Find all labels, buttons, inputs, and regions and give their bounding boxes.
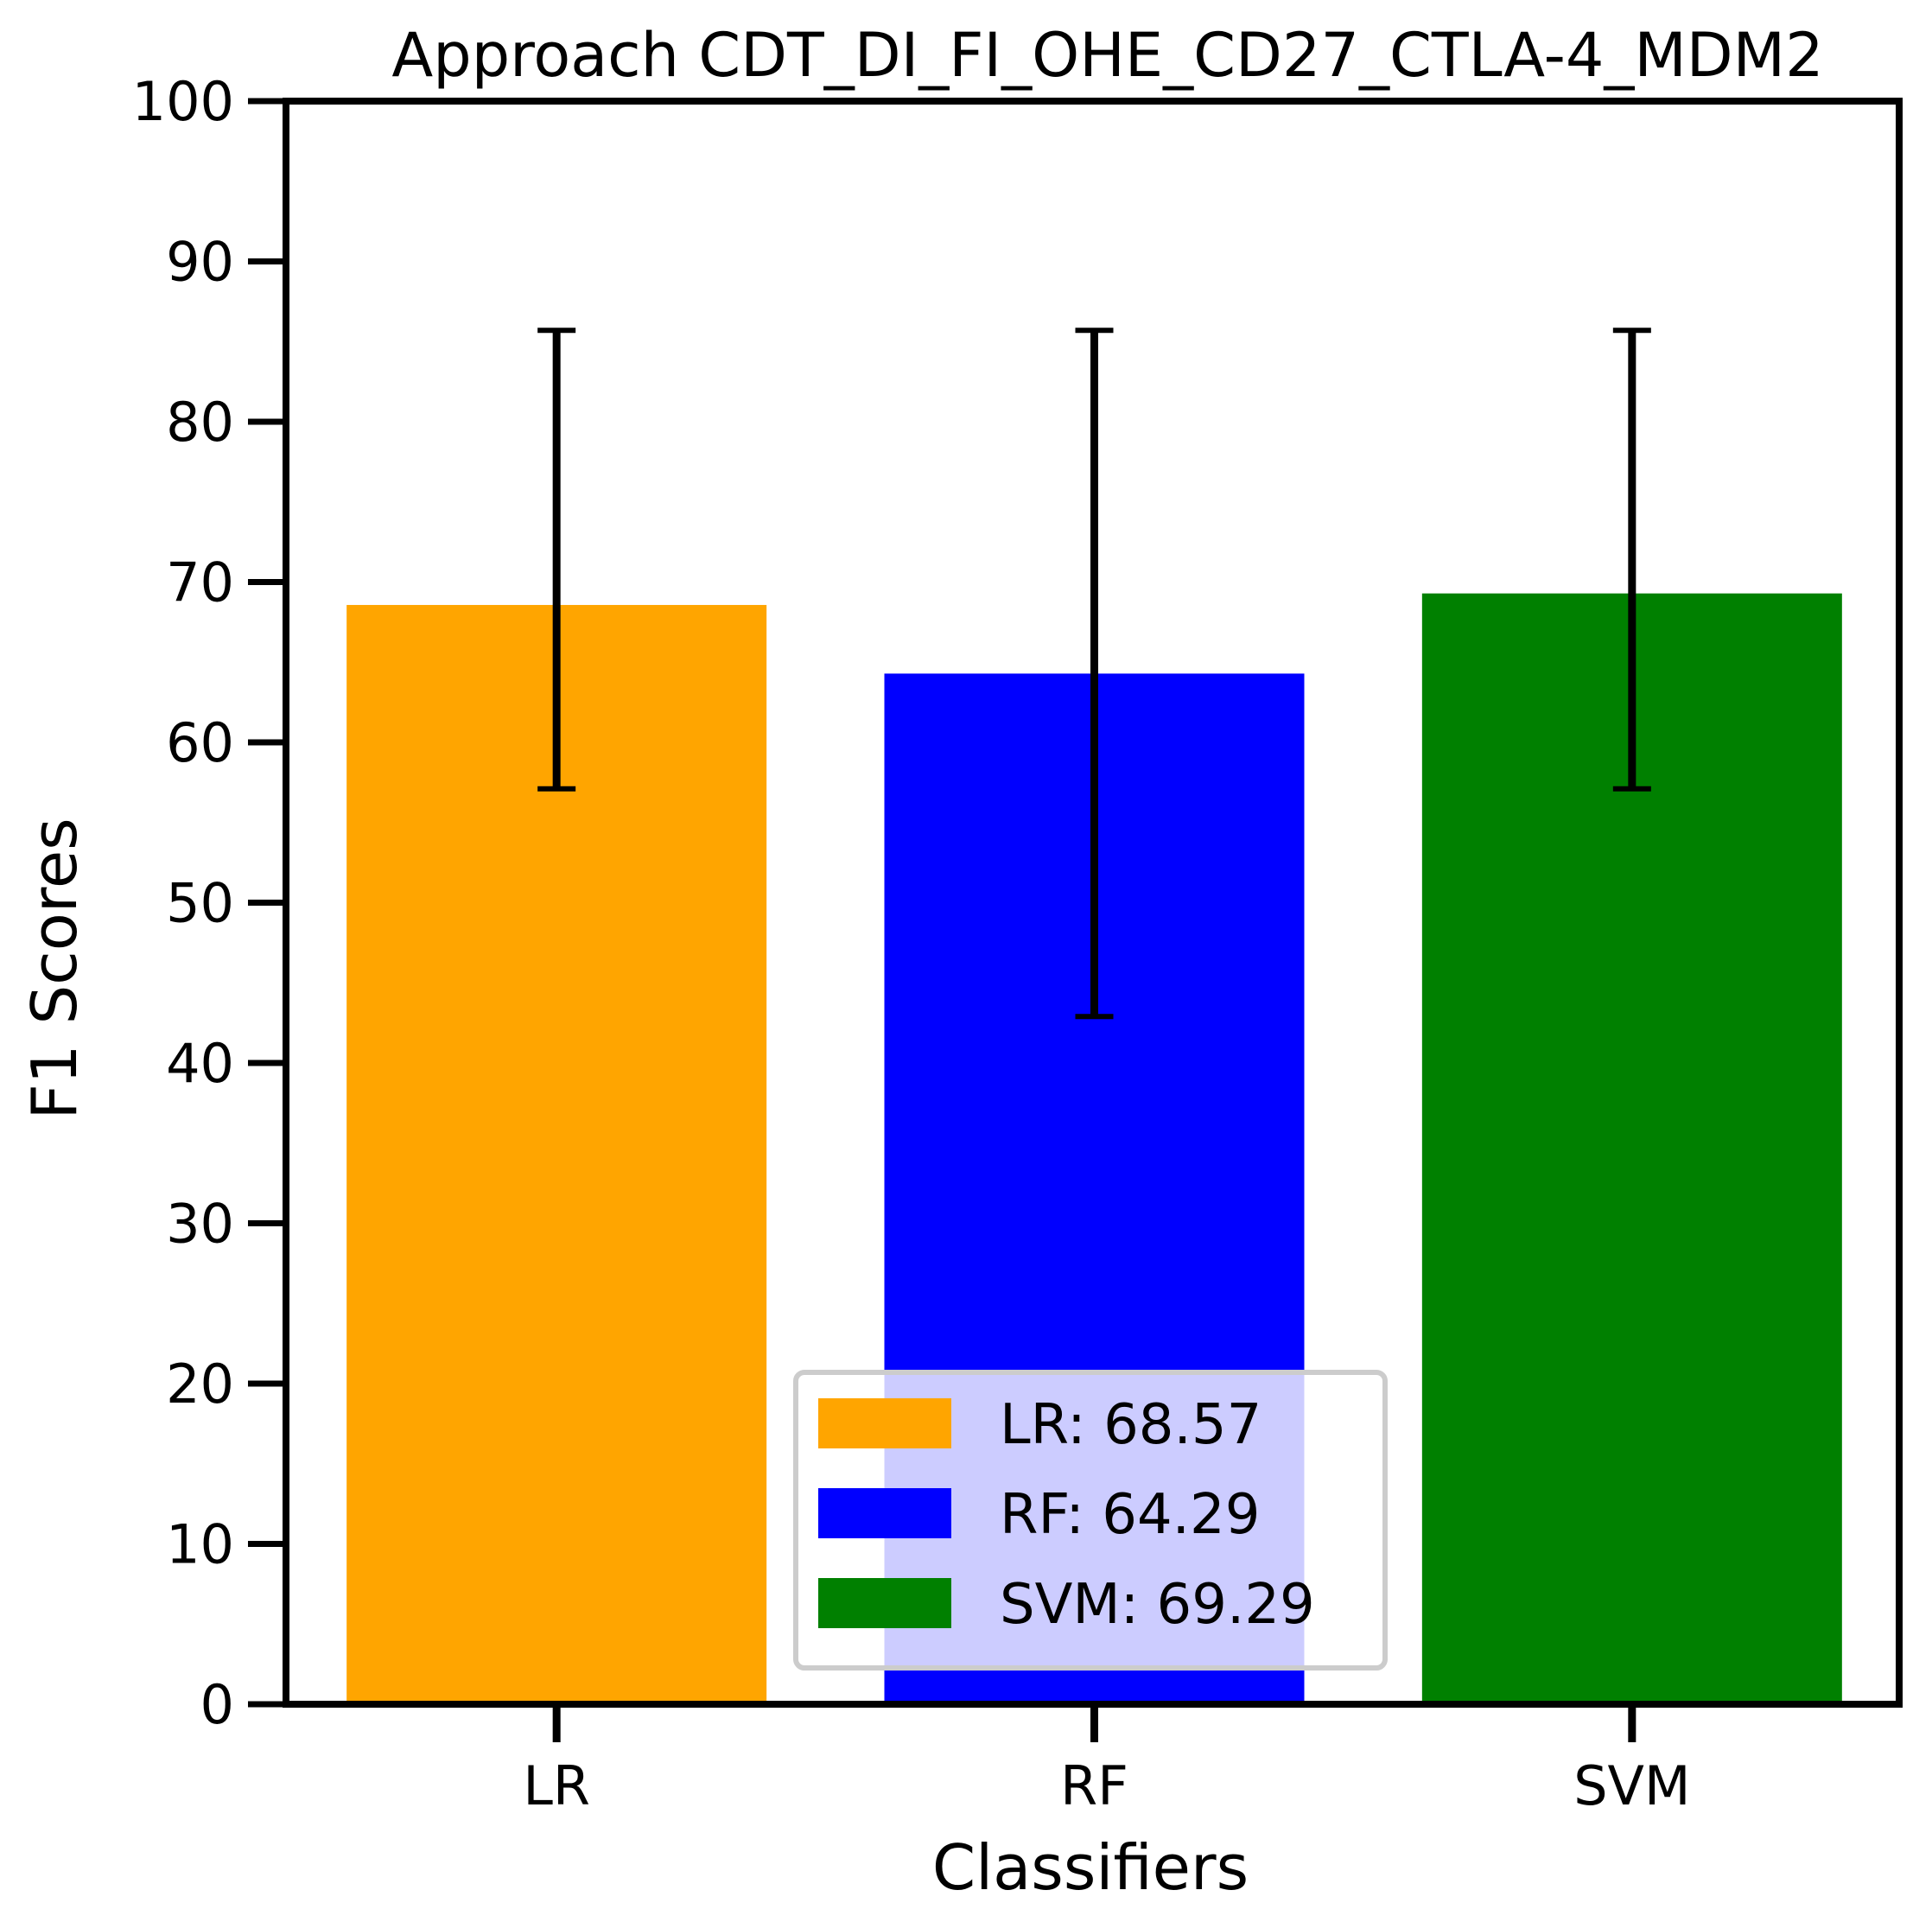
y-tick-label-10: 10 <box>166 1513 234 1576</box>
y-tick-label-30: 30 <box>166 1193 234 1256</box>
y-tick-label-20: 20 <box>166 1352 234 1416</box>
y-tick-label-0: 0 <box>200 1673 234 1736</box>
x-axis-title: Classifiers <box>932 1831 1249 1904</box>
legend-swatch-lr <box>818 1398 951 1448</box>
x-tick-label-lr: LR <box>523 1754 590 1817</box>
y-tick-label-40: 40 <box>166 1032 234 1095</box>
x-tick-label-rf: RF <box>1060 1754 1128 1817</box>
y-tick-label-70: 70 <box>166 551 234 614</box>
legend: LR: 68.57 RF: 64.29 SVM: 69.29 <box>793 1370 1388 1671</box>
chart-title: Approach CDT_DI_FI_OHE_CD27_CTLA-4_MDM2 <box>391 20 1823 91</box>
y-tick-label-100: 100 <box>132 70 234 133</box>
legend-swatch-svm <box>818 1578 951 1628</box>
y-tick-label-60: 60 <box>166 711 234 774</box>
x-tick-label-svm: SVM <box>1573 1754 1690 1817</box>
y-axis-title: F1 Scores <box>18 818 91 1119</box>
legend-label-rf: RF: 64.29 <box>1000 1483 1260 1547</box>
legend-label-lr: LR: 68.57 <box>1000 1393 1262 1457</box>
y-tick-label-90: 90 <box>166 231 234 294</box>
y-tick-label-80: 80 <box>166 391 234 454</box>
legend-swatch-rf <box>818 1488 951 1538</box>
legend-label-svm: SVM: 69.29 <box>1000 1573 1315 1637</box>
y-tick-label-50: 50 <box>166 872 234 935</box>
